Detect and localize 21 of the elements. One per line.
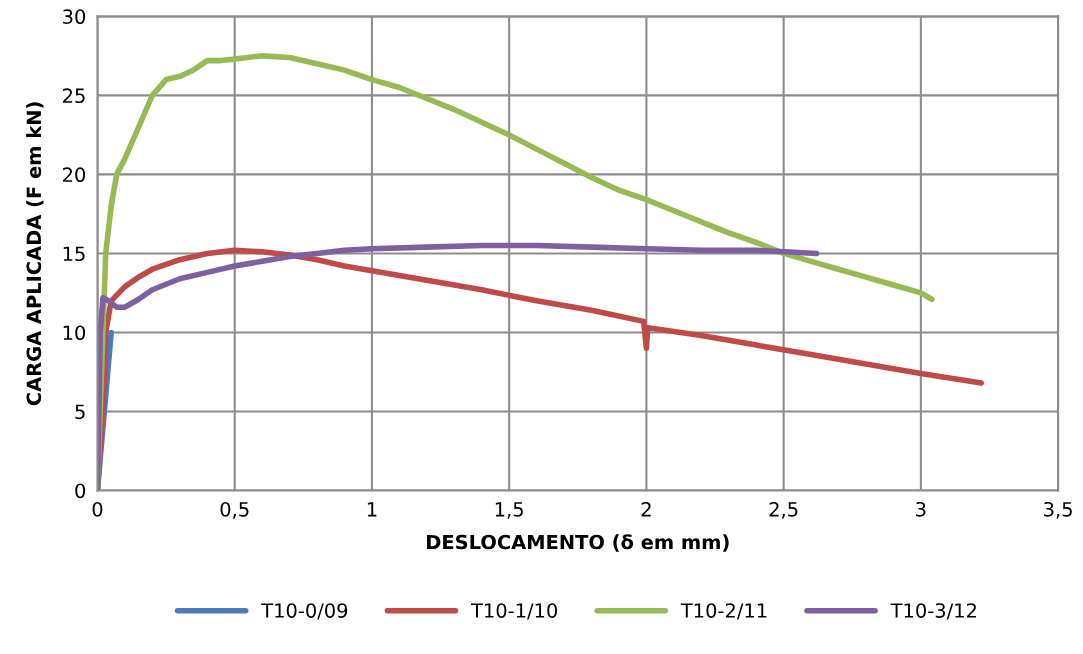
y-tick-label: 15 (63, 246, 85, 262)
x-tick-label: 2,5 (769, 501, 798, 519)
y-tick-label: 0 (75, 483, 86, 499)
x-tick-label: 1 (367, 502, 377, 517)
x-tick-label: 0 (92, 501, 103, 517)
y-tick-label: 5 (75, 404, 85, 420)
legend-label: T10-3/12 (890, 603, 976, 620)
x-tick-label: 3 (916, 501, 926, 517)
x-tick-label: 0,5 (220, 501, 249, 519)
legend-label: T10-1/10 (470, 603, 558, 620)
legend-label: T10-2/11 (680, 603, 767, 620)
y-tick-label: 10 (63, 325, 86, 341)
y-tick-label: 25 (63, 88, 85, 104)
y-axis-title: CARGA APLICADA (F em kN) (26, 102, 44, 406)
x-axis-title: DESLOCAMENTO (δ em mm) (427, 534, 729, 552)
x-tick-label: 1,5 (495, 502, 523, 519)
y-tick-label: 30 (63, 9, 86, 25)
x-tick-label: 2 (641, 501, 651, 517)
x-tick-label: 3,5 (1044, 501, 1072, 519)
y-tick-label: 20 (63, 167, 86, 183)
legend-label: T10-0/09 (261, 603, 348, 620)
